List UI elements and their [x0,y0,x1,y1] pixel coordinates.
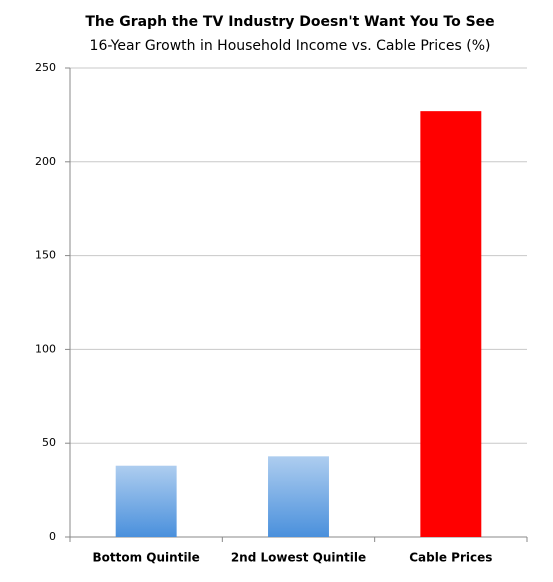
y-tick-label: 0 [49,530,56,543]
chart-subtitle: 16-Year Growth in Household Income vs. C… [90,38,491,54]
chart-title: The Graph the TV Industry Doesn't Want Y… [85,14,494,30]
bar [268,456,329,537]
y-tick-label: 50 [42,436,56,449]
y-tick-label: 150 [35,249,56,262]
y-tick-label: 100 [35,342,56,355]
y-tick-label: 250 [35,61,56,74]
x-tick-label: Bottom Quintile [93,551,200,565]
x-tick-label: 2nd Lowest Quintile [231,551,366,565]
x-tick-label: Cable Prices [409,551,492,565]
y-tick-label: 200 [35,155,56,168]
bar [115,465,177,537]
bar [420,111,482,537]
